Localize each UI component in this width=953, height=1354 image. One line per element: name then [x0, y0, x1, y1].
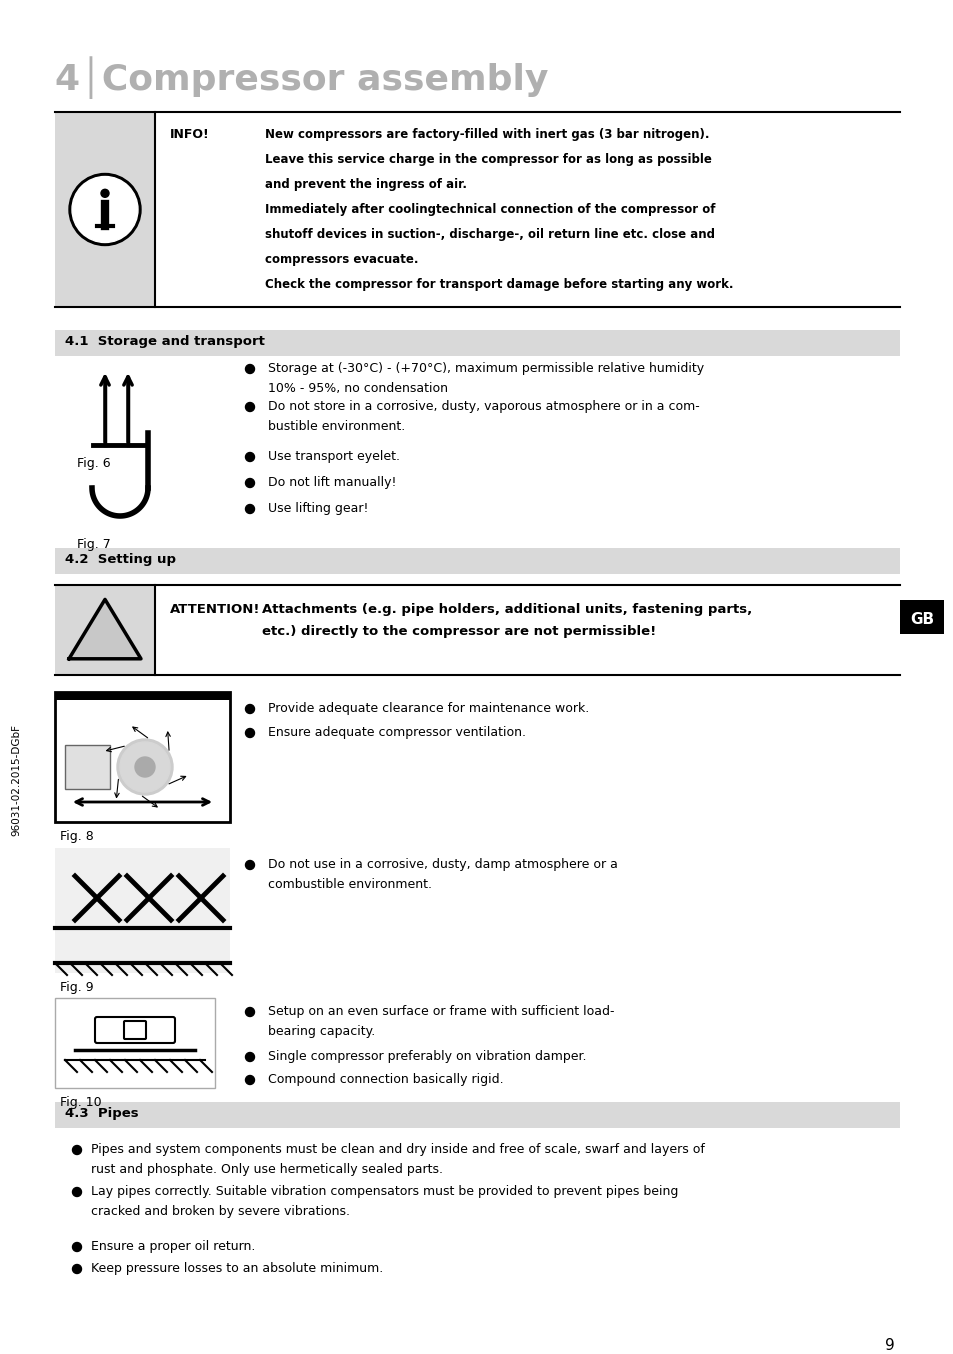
Polygon shape — [69, 600, 141, 659]
Bar — [55, 692, 230, 700]
Text: INFO!: INFO! — [170, 129, 210, 141]
Text: Use lifting gear!: Use lifting gear! — [268, 502, 368, 515]
Text: 10% - 95%, no condensation: 10% - 95%, no condensation — [268, 382, 448, 395]
Circle shape — [71, 176, 138, 242]
Text: 96031-02.2015-DGbF: 96031-02.2015-DGbF — [11, 724, 21, 835]
Text: etc.) directly to the compressor are not permissible!: etc.) directly to the compressor are not… — [262, 626, 656, 638]
Bar — [55, 112, 154, 307]
Bar — [55, 585, 154, 676]
Text: Leave this service charge in the compressor for as long as possible: Leave this service charge in the compres… — [265, 153, 711, 167]
Text: Check the compressor for transport damage before starting any work.: Check the compressor for transport damag… — [265, 278, 733, 291]
Text: combustible environment.: combustible environment. — [268, 877, 432, 891]
Text: Ensure a proper oil return.: Ensure a proper oil return. — [91, 1240, 255, 1252]
Circle shape — [245, 402, 254, 412]
Bar — [55, 692, 230, 822]
Text: Storage at (-30°C) - (+70°C), maximum permissible relative humidity: Storage at (-30°C) - (+70°C), maximum pe… — [268, 362, 703, 375]
Text: 4.2  Setting up: 4.2 Setting up — [65, 552, 175, 566]
Text: Pipes and system components must be clean and dry inside and free of scale, swar: Pipes and system components must be clea… — [91, 1143, 704, 1156]
Circle shape — [135, 757, 154, 777]
Bar — [65, 745, 110, 789]
Circle shape — [245, 861, 254, 869]
Circle shape — [245, 478, 254, 487]
Text: Use transport eyelet.: Use transport eyelet. — [268, 450, 399, 463]
Text: Do not lift manually!: Do not lift manually! — [268, 477, 396, 489]
Bar — [55, 330, 899, 356]
Circle shape — [245, 704, 254, 714]
Text: Do not use in a corrosive, dusty, damp atmosphere or a: Do not use in a corrosive, dusty, damp a… — [268, 858, 618, 871]
Circle shape — [245, 364, 254, 374]
Text: Fig. 7: Fig. 7 — [77, 538, 111, 551]
Text: rust and phosphate. Only use hermetically sealed parts.: rust and phosphate. Only use hermeticall… — [91, 1163, 442, 1177]
Text: cracked and broken by severe vibrations.: cracked and broken by severe vibrations. — [91, 1205, 350, 1219]
Text: bearing capacity.: bearing capacity. — [268, 1025, 375, 1039]
Text: Setup on an even surface or frame with sufficient load-: Setup on an even surface or frame with s… — [268, 1005, 614, 1018]
Text: Fig. 8: Fig. 8 — [60, 830, 93, 844]
Text: Fig. 9: Fig. 9 — [60, 982, 93, 994]
FancyBboxPatch shape — [124, 1021, 146, 1039]
Circle shape — [72, 1265, 81, 1274]
Text: Lay pipes correctly. Suitable vibration compensators must be provided to prevent: Lay pipes correctly. Suitable vibration … — [91, 1185, 678, 1198]
Text: GB: GB — [909, 612, 933, 627]
Bar — [55, 1102, 899, 1128]
Text: Ensure adequate compressor ventilation.: Ensure adequate compressor ventilation. — [268, 726, 525, 739]
FancyBboxPatch shape — [95, 1017, 174, 1043]
Circle shape — [245, 1075, 254, 1085]
Bar — [55, 998, 214, 1089]
Bar — [55, 848, 230, 974]
Circle shape — [72, 1145, 81, 1155]
Circle shape — [72, 1187, 81, 1197]
Text: Do not store in a corrosive, dusty, vaporous atmosphere or in a com-: Do not store in a corrosive, dusty, vapo… — [268, 399, 699, 413]
Text: Attachments (e.g. pipe holders, additional units, fastening parts,: Attachments (e.g. pipe holders, addition… — [262, 603, 752, 616]
Text: 4.3  Pipes: 4.3 Pipes — [65, 1108, 138, 1120]
Circle shape — [69, 173, 141, 245]
Circle shape — [101, 190, 109, 198]
Text: Provide adequate clearance for maintenance work.: Provide adequate clearance for maintenan… — [268, 701, 589, 715]
Text: Compound connection basically rigid.: Compound connection basically rigid. — [268, 1072, 503, 1086]
Text: compressors evacuate.: compressors evacuate. — [265, 253, 418, 265]
Text: ATTENTION!: ATTENTION! — [170, 603, 260, 616]
Text: and prevent the ingress of air.: and prevent the ingress of air. — [265, 177, 467, 191]
Circle shape — [245, 728, 254, 738]
Circle shape — [117, 739, 172, 795]
Text: bustible environment.: bustible environment. — [268, 420, 405, 433]
Text: shutoff devices in suction-, discharge-, oil return line etc. close and: shutoff devices in suction-, discharge-,… — [265, 227, 714, 241]
Text: Single compressor preferably on vibration damper.: Single compressor preferably on vibratio… — [268, 1049, 586, 1063]
Circle shape — [245, 505, 254, 513]
Text: Immediately after coolingtechnical connection of the compressor of: Immediately after coolingtechnical conne… — [265, 203, 715, 217]
Bar — [55, 548, 899, 574]
Circle shape — [245, 452, 254, 462]
Circle shape — [245, 1007, 254, 1017]
Text: 9: 9 — [884, 1338, 894, 1353]
Circle shape — [245, 1052, 254, 1062]
Text: 4.1  Storage and transport: 4.1 Storage and transport — [65, 334, 265, 348]
Text: Fig. 10: Fig. 10 — [60, 1095, 102, 1109]
Text: 4│Compressor assembly: 4│Compressor assembly — [55, 57, 548, 99]
Text: Fig. 6: Fig. 6 — [77, 458, 111, 470]
Circle shape — [120, 742, 170, 792]
Bar — [899, 600, 943, 634]
Text: New compressors are factory-filled with inert gas (3 bar nitrogen).: New compressors are factory-filled with … — [265, 129, 709, 141]
Text: Keep pressure losses to an absolute minimum.: Keep pressure losses to an absolute mini… — [91, 1262, 383, 1275]
Circle shape — [72, 1243, 81, 1251]
